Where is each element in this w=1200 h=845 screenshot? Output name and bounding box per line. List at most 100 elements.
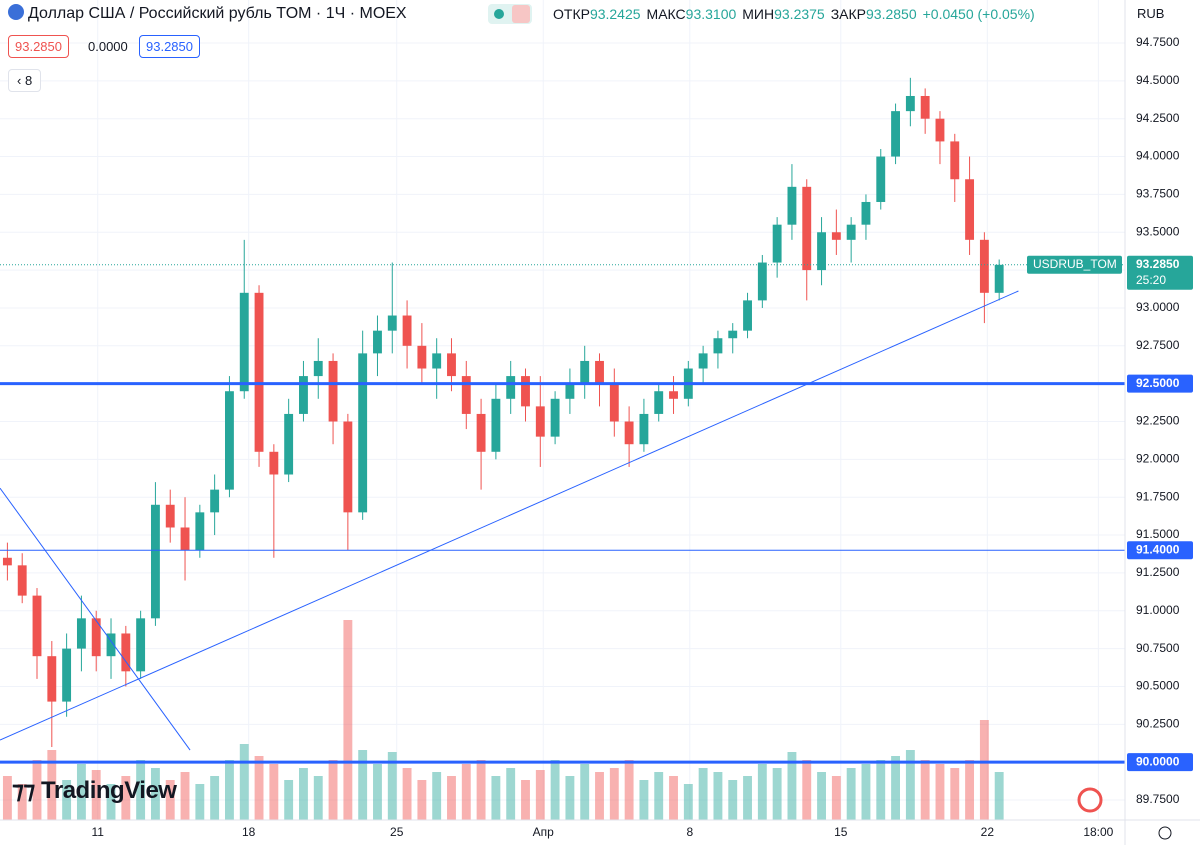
y-tick-label: 91.5000 (1136, 527, 1180, 541)
y-tick-label: 93.7500 (1136, 187, 1180, 201)
symbol-badge (1027, 255, 1122, 274)
candle-body (106, 633, 116, 657)
volume-bar (121, 776, 131, 820)
countdown: 25:20 (1136, 273, 1166, 287)
price-badge-label: 92.5000 (1136, 376, 1180, 390)
candle-body (328, 360, 338, 422)
bid[interactable]: 93.2850 (8, 35, 69, 58)
candle-body (891, 111, 900, 157)
symbol-badge-label: USDRUB_TOM (1033, 257, 1117, 271)
candle-body (817, 232, 826, 271)
symbol-title[interactable]: Доллар США / Российский рубль TOM · 1Ч ·… (8, 4, 407, 23)
volume-bar (254, 756, 264, 820)
candle-body (743, 300, 752, 331)
price-badge-label: 90.0000 (1136, 754, 1180, 768)
y-tick-label: 92.0000 (1136, 452, 1180, 466)
volume-bar (225, 760, 234, 820)
logo-text: TradingView (41, 777, 177, 804)
volume-bar (150, 768, 160, 820)
candle-body (787, 186, 797, 225)
candle-body (846, 224, 856, 240)
volume-bar (373, 764, 382, 820)
volume-bar (994, 772, 1004, 820)
currency[interactable]: RUB (1137, 6, 1165, 21)
volume-bar (639, 780, 649, 820)
volume-bar (328, 760, 338, 820)
candle-body (284, 413, 294, 475)
candle-body (136, 618, 146, 672)
candle-body (624, 421, 634, 445)
volume-bar (210, 776, 220, 820)
last-price-label: 93.2850 (1136, 257, 1180, 271)
candle-body (757, 262, 767, 301)
candle-body (254, 292, 264, 452)
volume-bar (269, 764, 279, 820)
candle-body (728, 330, 738, 339)
candle-body (91, 618, 101, 657)
x-tick-label: 15 (834, 825, 848, 839)
indicators-toggle[interactable]: ‹ 8 (8, 69, 42, 92)
candle-body (47, 656, 57, 702)
ask[interactable]: 93.2850 (139, 35, 200, 58)
volume-bar (447, 776, 456, 820)
volume-bar (17, 784, 27, 820)
volume-bar (136, 760, 146, 820)
candle-body (506, 376, 516, 399)
volume-bar (62, 780, 72, 820)
candle-body (32, 595, 42, 657)
volume-bar (165, 780, 175, 820)
y-tick-label: 92.2500 (1136, 414, 1180, 428)
candle-body (150, 504, 160, 619)
ohlc-value: 93.2850 (866, 6, 917, 22)
candle-body (461, 376, 471, 414)
ohlc-label: МАКС (646, 6, 686, 22)
change: +0.0450 (+0.05%) (922, 6, 1035, 22)
y-tick-label: 90.5000 (1136, 679, 1180, 693)
ohlc-value: 93.3100 (685, 6, 737, 22)
volume-bar (654, 772, 664, 820)
y-tick-label: 90.7500 (1136, 641, 1180, 655)
indicator-count: 8 (24, 73, 33, 88)
volume-bar (476, 760, 486, 820)
candle-body (402, 315, 412, 346)
y-tick-label: 91.0000 (1136, 603, 1180, 617)
y-tick-label: 93.0000 (1136, 300, 1180, 314)
volume-bar (876, 760, 886, 820)
volume-bar (846, 768, 856, 820)
last-price-badge (1127, 255, 1193, 290)
y-tick-label: 91.2500 (1136, 565, 1180, 579)
candle-body (802, 186, 812, 271)
volume-bar (32, 760, 42, 820)
candle-body (950, 141, 960, 180)
candle-body (669, 391, 678, 399)
candle-body (609, 383, 619, 422)
candle-body (831, 232, 841, 240)
settings-icon[interactable] (1158, 826, 1172, 840)
ohlc-value: 93.2425 (589, 6, 641, 22)
volume-bar (506, 768, 516, 820)
ohlc-label: ОТКР (553, 6, 590, 22)
volume-bar (343, 620, 353, 820)
candle-body (565, 383, 575, 399)
volume-bar (950, 768, 960, 820)
volume-bar (713, 772, 723, 820)
volume-bar (106, 784, 116, 820)
candle-body (417, 345, 427, 369)
x-tick-label: Апр (533, 825, 555, 839)
candle-body (121, 633, 131, 672)
price-badge (1127, 374, 1193, 393)
x-tick-label: 8 (686, 825, 693, 839)
volume-bar (965, 760, 975, 820)
candle-body (62, 648, 72, 702)
candle-body (861, 201, 871, 225)
volume-bar (417, 780, 427, 820)
price-badge (1127, 541, 1193, 560)
candle-body (17, 565, 27, 596)
candle-body (269, 451, 279, 475)
candle-body (239, 292, 249, 392)
y-tick-label: 92.7500 (1136, 338, 1180, 352)
y-tick-label: 93.5000 (1136, 224, 1180, 238)
candle-body (595, 360, 604, 384)
